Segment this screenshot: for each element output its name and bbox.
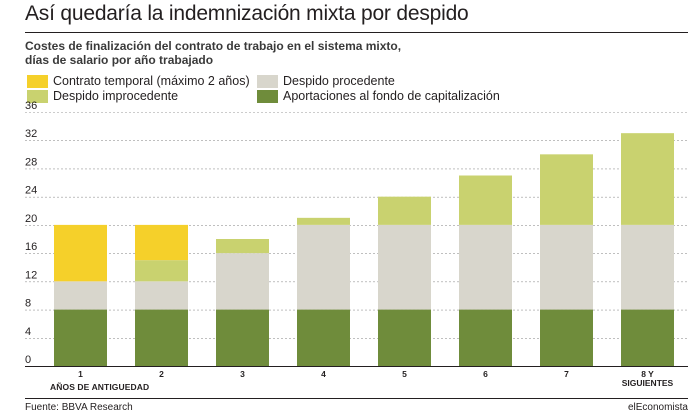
x-tick-label: SIGUIENTES: [622, 378, 674, 388]
bar-segment-fondo: [540, 309, 593, 366]
x-tick-label: 1: [78, 369, 83, 379]
x-tick-label: 4: [321, 369, 326, 379]
legend-label-temporal: Contrato temporal (máximo 2 años): [53, 74, 250, 88]
legend-item-improcedente: Despido improcedente: [27, 89, 178, 103]
subtitle-line-1: Costes de finalización del contrato de t…: [25, 39, 402, 53]
y-tick-label: 20: [25, 213, 37, 225]
y-tick-label: 32: [25, 128, 37, 140]
y-tick-label: 0: [25, 354, 31, 366]
x-tick-label: 6: [483, 369, 488, 379]
legend-swatch-fondo: [257, 89, 278, 103]
bar-segment-improcedente: [621, 133, 674, 225]
bar-segment-temporal: [54, 224, 107, 282]
chart-subtitle: Costes de finalización del contrato de t…: [25, 39, 525, 67]
bar-segment-improcedente: [459, 175, 512, 225]
footer-divider: [25, 398, 688, 399]
bar-segment-procedente: [378, 224, 431, 310]
y-tick-label: 4: [25, 326, 31, 338]
y-tick-label: 8: [25, 298, 31, 310]
x-tick-label: 3: [240, 369, 245, 379]
legend-swatch-temporal: [27, 74, 48, 88]
x-axis-title: AÑOS DE ANTIGUEDAD: [50, 382, 150, 392]
x-tick-label: 7: [564, 369, 569, 379]
legend-swatch-improcedente: [27, 89, 48, 103]
bar-segment-procedente: [54, 281, 107, 310]
legend-item-temporal: Contrato temporal (máximo 2 años): [27, 74, 250, 88]
legend-item-fondo: Aportaciones al fondo de capitalización: [257, 89, 500, 103]
bar-segment-improcedente: [297, 217, 350, 225]
legend-label-procedente: Despido procedente: [283, 74, 395, 88]
bar-segment-procedente: [621, 224, 674, 310]
source-note: Fuente: BBVA Research: [25, 402, 133, 413]
bar-segment-fondo: [54, 309, 107, 366]
bar-segment-fondo: [297, 309, 350, 366]
bar-segment-improcedente: [540, 154, 593, 225]
bar-segment-procedente: [216, 253, 269, 310]
bar-segment-temporal: [135, 224, 188, 261]
bar-segment-fondo: [378, 309, 431, 366]
subtitle-line-2: días de salario por año trabajado: [25, 53, 214, 67]
y-tick-label: 24: [25, 185, 37, 197]
bar-segment-improcedente: [135, 260, 188, 282]
bar-segment-procedente: [459, 224, 512, 310]
bar-segment-fondo: [621, 309, 674, 366]
bar-segment-fondo: [216, 309, 269, 366]
y-tick-label: 16: [25, 241, 37, 253]
x-tick-label: 8 Y: [641, 369, 654, 379]
bar-segment-improcedente: [378, 196, 431, 225]
x-tick-label: 5: [402, 369, 407, 379]
bar-segment-fondo: [135, 309, 188, 366]
bar-segment-procedente: [297, 224, 350, 310]
bar-segment-procedente: [540, 224, 593, 310]
bar-segment-procedente: [135, 281, 188, 310]
legend-label-improcedente: Despido improcedente: [53, 89, 179, 103]
y-tick-label: 36: [25, 100, 37, 112]
y-tick-label: 28: [25, 156, 37, 168]
bar-segment-fondo: [459, 309, 512, 366]
bar-segment-improcedente: [216, 239, 269, 254]
chart-title: Así quedaría la indemnización mixta por …: [25, 2, 469, 25]
brand-logo: elEconomista: [627, 402, 688, 413]
x-tick-label: 2: [159, 369, 164, 379]
title-divider: [25, 32, 688, 33]
y-tick-label: 12: [25, 269, 37, 281]
legend-item-procedente: Despido procedente: [257, 74, 395, 88]
legend-swatch-procedente: [257, 74, 278, 88]
legend-label-fondo: Aportaciones al fondo de capitalización: [283, 89, 500, 103]
